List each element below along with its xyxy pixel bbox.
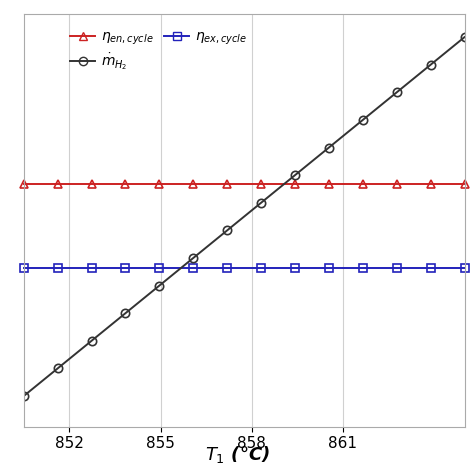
Text: $T_1$ (°C): $T_1$ (°C) (205, 444, 269, 465)
Legend: $\eta_{en,cycle}$, $\dot{m}_{H_2}$, $\eta_{ex,cycle}$: $\eta_{en,cycle}$, $\dot{m}_{H_2}$, $\et… (66, 25, 251, 76)
